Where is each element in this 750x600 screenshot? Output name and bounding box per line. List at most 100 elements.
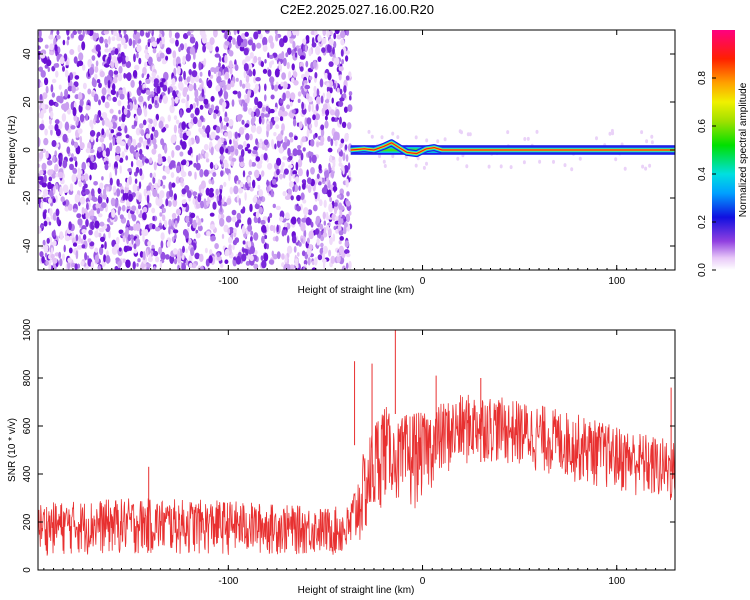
colorbar: 0.0 0.2 0.4 0.6 0.8 Normalized spectral ampl… — [697, 30, 749, 277]
noise-speckle — [261, 224, 267, 233]
noise-speckle — [103, 254, 107, 263]
noise-speckle — [215, 105, 220, 111]
noise-speckle — [79, 196, 86, 205]
noise-speckle — [159, 212, 163, 217]
noise-speckle — [48, 221, 52, 226]
noise-speckle — [322, 232, 328, 238]
noise-speckle — [43, 220, 48, 227]
noise-speckle — [234, 148, 239, 156]
noise-speckle — [245, 181, 248, 189]
noise-speckle — [161, 78, 166, 83]
noise-speckle — [166, 240, 171, 248]
noise-speckle — [339, 116, 342, 125]
noise-speckle — [87, 58, 92, 68]
noise-speckle — [91, 188, 95, 197]
noise-speckle — [237, 219, 242, 224]
noise-speckle — [252, 68, 256, 77]
noise-speckle — [133, 249, 138, 254]
noise-speckle — [135, 222, 141, 232]
noise-speckle — [207, 79, 213, 89]
noise-speckle — [324, 99, 330, 104]
noise-speckle — [81, 41, 86, 51]
noise-speckle — [339, 143, 343, 149]
noise-speckle — [197, 194, 202, 203]
noise-speckle — [132, 70, 138, 78]
noise-speckle — [396, 135, 400, 140]
noise-speckle — [126, 219, 130, 227]
noise-speckle — [228, 60, 233, 69]
noise-speckle — [256, 125, 262, 135]
noise-speckle — [234, 64, 239, 71]
noise-speckle — [152, 215, 155, 221]
noise-speckle — [119, 165, 122, 174]
noise-speckle — [123, 43, 128, 49]
noise-speckle — [104, 43, 109, 48]
noise-speckle — [327, 189, 332, 198]
noise-speckle — [76, 213, 82, 219]
noise-speckle — [75, 234, 79, 242]
noise-speckle — [264, 234, 268, 240]
noise-speckle — [116, 32, 120, 41]
noise-speckle — [42, 92, 48, 100]
noise-speckle — [104, 38, 108, 45]
noise-speckle — [334, 216, 339, 221]
noise-speckle — [180, 177, 184, 184]
noise-speckle — [160, 232, 165, 241]
noise-speckle — [185, 215, 190, 223]
noise-speckle — [320, 128, 325, 137]
noise-speckle — [78, 92, 83, 101]
noise-speckle — [217, 138, 222, 148]
noise-speckle — [250, 117, 255, 126]
noise-speckle — [135, 238, 141, 247]
noise-speckle — [304, 70, 310, 78]
noise-speckle — [302, 147, 306, 152]
noise-speckle — [38, 79, 41, 88]
noise-speckle — [263, 139, 269, 146]
noise-speckle — [195, 218, 199, 223]
noise-speckle — [199, 104, 204, 110]
noise-speckle — [215, 85, 221, 92]
noise-speckle — [181, 262, 186, 270]
noise-speckle — [173, 124, 177, 134]
noise-speckle — [97, 265, 102, 270]
noise-speckle — [378, 154, 381, 159]
noise-speckle — [156, 85, 161, 94]
noise-speckle — [190, 212, 196, 219]
noise-speckle — [164, 124, 169, 129]
noise-speckle — [116, 132, 122, 137]
noise-speckle — [211, 179, 215, 185]
noise-speckle — [299, 66, 304, 72]
noise-speckle — [268, 35, 274, 44]
noise-speckle — [81, 207, 85, 215]
noise-speckle — [343, 226, 347, 235]
noise-speckle — [185, 99, 189, 109]
noise-speckle — [219, 81, 225, 87]
noise-speckle — [142, 83, 147, 89]
noise-speckle — [223, 196, 226, 201]
noise-speckle — [316, 173, 320, 180]
noise-speckle — [203, 198, 207, 206]
noise-speckle — [203, 58, 207, 66]
noise-speckle — [168, 162, 174, 170]
noise-speckle — [333, 32, 337, 40]
noise-speckle — [367, 129, 371, 134]
noise-speckle — [128, 246, 132, 251]
noise-speckle — [266, 179, 269, 187]
noise-speckle — [40, 70, 46, 78]
noise-speckle — [153, 161, 157, 171]
noise-speckle — [241, 225, 246, 235]
noise-speckle — [315, 96, 321, 105]
noise-speckle — [170, 172, 175, 178]
noise-speckle — [72, 167, 78, 174]
noise-speckle — [127, 138, 132, 147]
noise-speckle — [106, 196, 109, 204]
noise-speckle — [263, 152, 268, 161]
noise-speckle — [336, 254, 341, 263]
figure-title: C2E2.2025.027.16.00.R20 — [280, 2, 434, 17]
noise-speckle — [38, 66, 43, 72]
noise-speckle — [129, 226, 135, 231]
spectrogram-ylabel: Frequency (Hz) — [7, 116, 18, 185]
noise-speckle — [215, 46, 220, 53]
noise-speckle — [45, 85, 49, 94]
noise-speckle — [192, 116, 198, 125]
